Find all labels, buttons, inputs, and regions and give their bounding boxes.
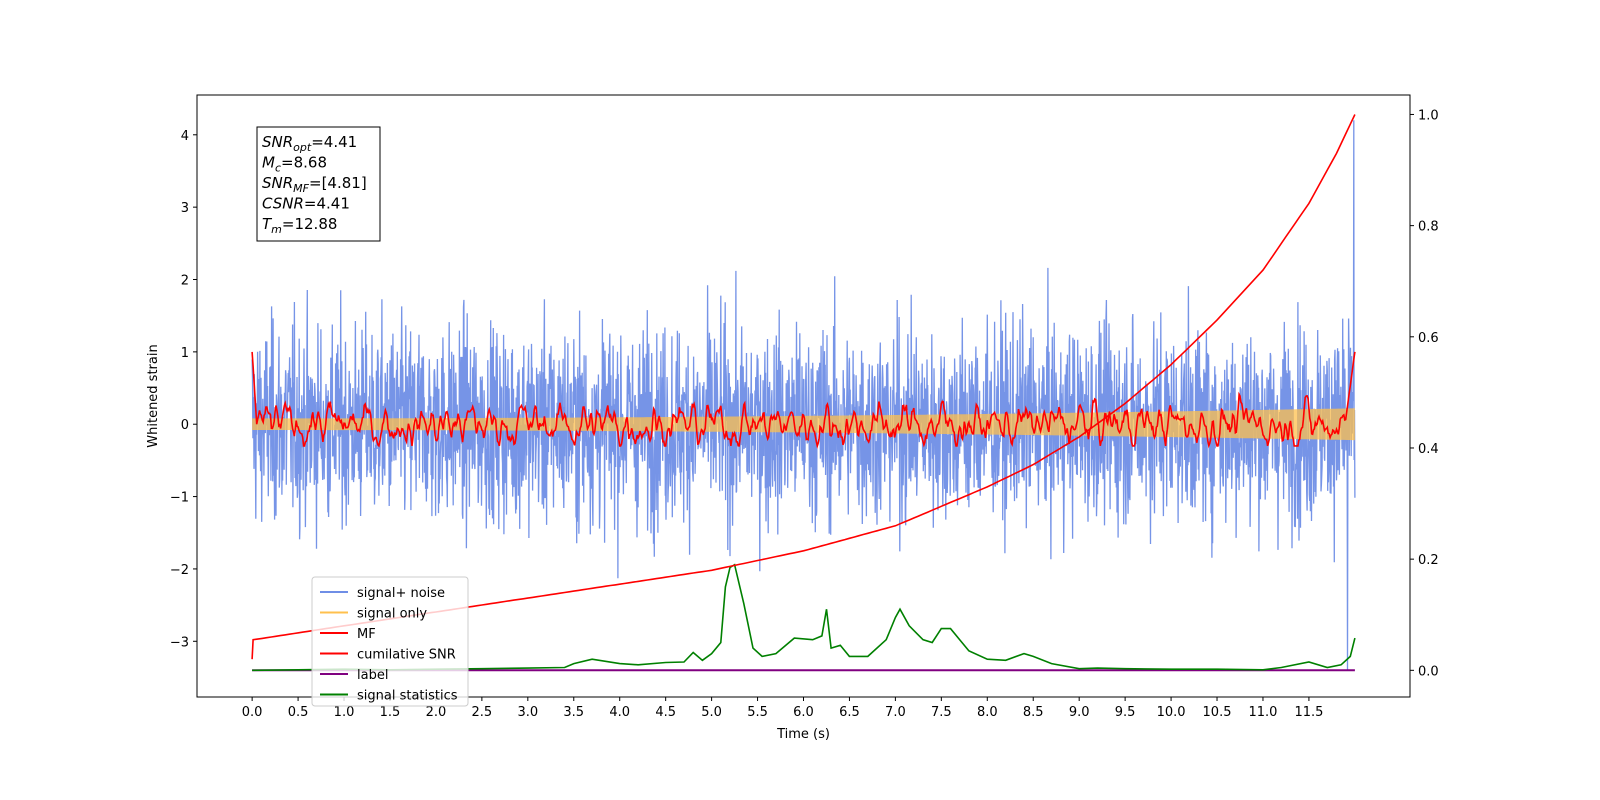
x-tick-label: 7.5 xyxy=(931,705,952,720)
y2-tick-label: 0.6 xyxy=(1418,331,1439,346)
x-tick-label: 7.0 xyxy=(885,705,906,720)
x-tick-label: 5.0 xyxy=(701,705,722,720)
legend-item: signal+ noise xyxy=(320,586,445,601)
axes-layer: 0.0 0.5 1.0 1.5 2.0 2.5 3.0 3.5 4.0 4.5 5.0 5.5 6.0 6… xyxy=(170,108,1439,720)
legend-label: MF xyxy=(357,627,376,642)
legend-item: signal statistics xyxy=(320,689,458,704)
x-tick-label: 5.5 xyxy=(747,705,768,720)
x-tick-label: 6.5 xyxy=(839,705,860,720)
x-tick-label: 11.0 xyxy=(1248,705,1277,720)
series-mf xyxy=(251,351,1356,449)
series-signal-statistics xyxy=(252,563,1356,672)
y-tick-label: −3 xyxy=(170,635,189,650)
info-box: SNRopt=4.41 Mc=8.68 SNRMF=[4.81] CSNR=4.… xyxy=(256,126,381,242)
legend-item: cumilative SNR xyxy=(320,648,456,663)
legend-label: signal+ noise xyxy=(357,586,445,601)
y2-tick-label: 1.0 xyxy=(1418,108,1439,123)
x-tick-label: 6.0 xyxy=(793,705,814,720)
x-tick-label: 9.0 xyxy=(1069,705,1090,720)
y-tick-label: 1 xyxy=(181,346,189,361)
legend-item: MF xyxy=(320,627,376,642)
y2-tick-label: 0.2 xyxy=(1418,553,1439,568)
x-tick-label: 11.5 xyxy=(1294,705,1323,720)
x-tick-label: 4.5 xyxy=(655,705,676,720)
x-tick-label: 10.5 xyxy=(1203,705,1232,720)
x-tick-label: 4.0 xyxy=(609,705,630,720)
y-tick-label: −1 xyxy=(170,491,189,506)
x-tick-label: 0.5 xyxy=(288,705,309,720)
info-csnr: CSNR=4.41 xyxy=(262,195,350,213)
x-tick-label: 1.0 xyxy=(334,705,355,720)
series-signal-noise xyxy=(251,120,1356,671)
x-tick-label: 9.5 xyxy=(1115,705,1136,720)
legend-label: cumilative SNR xyxy=(357,648,456,663)
y-axis-label: Whitened strain xyxy=(146,344,161,447)
x-tick-label: 2.5 xyxy=(472,705,493,720)
y2-tick-label: 0.8 xyxy=(1418,220,1439,235)
series-signal-only xyxy=(252,408,1355,441)
x-tick-label: 0.0 xyxy=(242,705,263,720)
y-tick-label: −2 xyxy=(170,563,189,578)
legend: signal+ noise signal only MF cumilative SNR… xyxy=(311,576,469,707)
x-axis-label: Time (s) xyxy=(776,727,830,742)
info-snr-opt: SNRopt=4.41 xyxy=(262,133,357,154)
y-tick-label: 3 xyxy=(181,201,189,216)
info-tm: Tm=12.88 xyxy=(262,215,337,236)
y2-tick-label: 0.4 xyxy=(1418,442,1439,457)
legend-item: label xyxy=(320,668,388,683)
y-tick-label: 0 xyxy=(181,418,189,433)
x-tick-label: 10.0 xyxy=(1157,705,1186,720)
x-tick-label: 8.5 xyxy=(1023,705,1044,720)
legend-item: signal only xyxy=(320,607,427,622)
x-tick-label: 8.0 xyxy=(977,705,998,720)
x-tick-label: 1.5 xyxy=(380,705,401,720)
legend-label: label xyxy=(357,668,388,683)
legend-label: signal statistics xyxy=(357,689,458,704)
info-box-frame xyxy=(256,126,381,242)
x-tick-label: 3.5 xyxy=(563,705,584,720)
y2-tick-label: 0.0 xyxy=(1418,664,1439,679)
legend-label: signal only xyxy=(357,607,427,622)
y-tick-label: 2 xyxy=(181,274,189,289)
y-tick-label: 4 xyxy=(181,129,189,144)
x-tick-label: 3.0 xyxy=(517,705,538,720)
info-mc: Mc=8.68 xyxy=(262,154,327,175)
legend-frame xyxy=(311,576,469,707)
info-snr-mf: SNRMF=[4.81] xyxy=(262,174,367,195)
x-tick-label: 2.0 xyxy=(426,705,447,720)
